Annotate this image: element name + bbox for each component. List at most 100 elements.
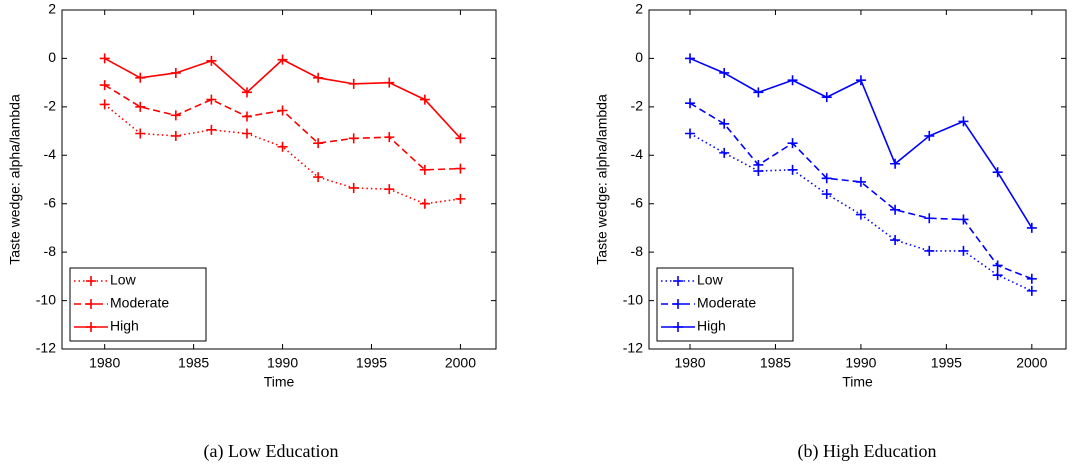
y-tick-label: -12 <box>623 340 643 356</box>
y-axis-label: Taste wedge: alpha/lambda <box>594 94 610 265</box>
point-marker <box>348 78 359 89</box>
point-marker <box>348 133 359 144</box>
point-marker <box>455 133 466 144</box>
point-marker <box>685 98 696 109</box>
point-marker <box>821 189 832 200</box>
point-marker <box>384 77 395 88</box>
legend-marker <box>86 276 96 286</box>
point-marker <box>206 55 217 66</box>
point-marker <box>170 67 181 78</box>
point-marker <box>821 92 832 103</box>
point-marker <box>787 164 798 175</box>
point-marker <box>1026 285 1037 296</box>
y-tick-label: -4 <box>44 146 57 162</box>
legend-marker <box>86 322 96 332</box>
point-marker <box>313 72 324 83</box>
x-tick-label: 1990 <box>267 355 298 371</box>
point-marker <box>384 132 395 143</box>
legend-label: Low <box>697 272 724 288</box>
point-marker <box>1026 222 1037 233</box>
point-marker <box>206 124 217 135</box>
point-marker <box>719 147 730 158</box>
point-marker <box>135 72 146 83</box>
y-tick-label: -2 <box>44 98 57 114</box>
point-marker <box>241 111 252 122</box>
point-marker <box>855 209 866 220</box>
legend-marker <box>673 276 683 286</box>
point-marker <box>313 138 324 149</box>
y-tick-label: -2 <box>631 98 644 114</box>
point-marker <box>1026 273 1037 284</box>
point-marker <box>170 130 181 141</box>
point-marker <box>384 184 395 195</box>
point-marker <box>277 54 288 65</box>
y-tick-label: -4 <box>631 146 644 162</box>
point-marker <box>313 172 324 183</box>
x-tick-label: 1995 <box>931 355 962 371</box>
x-tick-label: 1980 <box>89 355 120 371</box>
point-marker <box>821 173 832 184</box>
point-marker <box>890 204 901 215</box>
point-marker <box>787 138 798 149</box>
point-marker <box>419 198 430 209</box>
point-marker <box>992 270 1003 281</box>
y-tick-label: -6 <box>631 194 644 210</box>
point-marker <box>99 99 110 110</box>
point-marker <box>958 214 969 225</box>
caption: (a) Low Education <box>204 441 339 462</box>
point-marker <box>241 87 252 98</box>
point-marker <box>99 53 110 64</box>
y-tick-label: -12 <box>36 340 56 356</box>
x-tick-label: 1980 <box>674 355 705 371</box>
point-marker <box>135 128 146 139</box>
x-tick-label: 1995 <box>356 355 387 371</box>
y-tick-label: 0 <box>635 49 643 65</box>
legend-label: Low <box>110 272 137 288</box>
point-marker <box>992 167 1003 178</box>
point-marker <box>855 75 866 86</box>
point-marker <box>206 94 217 105</box>
legend-label: High <box>110 318 139 334</box>
point-marker <box>277 141 288 152</box>
point-marker <box>99 80 110 91</box>
x-axis-label: Time <box>842 374 873 390</box>
x-tick-label: 1985 <box>760 355 791 371</box>
point-marker <box>685 53 696 64</box>
point-marker <box>455 163 466 174</box>
caption: (b) High Education <box>798 441 937 462</box>
point-marker <box>135 101 146 112</box>
point-marker <box>924 213 935 224</box>
point-marker <box>277 105 288 116</box>
point-marker <box>719 67 730 78</box>
y-tick-label: -10 <box>623 291 643 307</box>
point-marker <box>855 176 866 187</box>
point-marker <box>924 130 935 141</box>
x-tick-label: 2000 <box>445 355 476 371</box>
point-marker <box>348 182 359 193</box>
point-marker <box>992 260 1003 271</box>
point-marker <box>753 159 764 170</box>
point-marker <box>958 245 969 256</box>
point-marker <box>455 193 466 204</box>
legend-marker <box>673 299 683 309</box>
point-marker <box>890 235 901 246</box>
y-axis-label: Taste wedge: alpha/lambda <box>7 94 23 265</box>
y-tick-label: 0 <box>48 49 56 65</box>
y-tick-label: -6 <box>44 194 57 210</box>
point-marker <box>419 94 430 105</box>
legend-marker <box>673 322 683 332</box>
x-axis-label: Time <box>264 374 295 390</box>
point-marker <box>685 128 696 139</box>
point-marker <box>241 128 252 139</box>
y-tick-label: -10 <box>36 291 56 307</box>
x-tick-label: 1985 <box>178 355 209 371</box>
point-marker <box>890 158 901 169</box>
x-tick-label: 2000 <box>1016 355 1047 371</box>
legend-label: High <box>697 318 726 334</box>
legend-label: Moderate <box>110 295 169 311</box>
point-marker <box>924 245 935 256</box>
y-tick-label: -8 <box>631 243 644 259</box>
x-tick-label: 1990 <box>845 355 876 371</box>
point-marker <box>753 87 764 98</box>
point-marker <box>170 110 181 121</box>
